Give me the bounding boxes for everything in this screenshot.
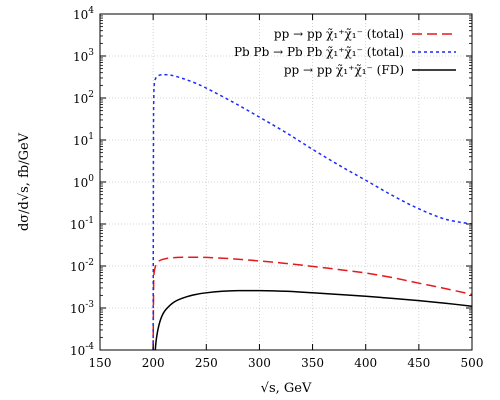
x-tick-label: 450	[407, 356, 430, 370]
x-tick-label: 300	[248, 356, 271, 370]
legend-label: pp → pp χ̃₁⁺χ̃₁⁻ (total)	[274, 27, 404, 41]
y-tick-label: 103	[73, 48, 94, 64]
series-layer	[152, 73, 473, 351]
tick-marks	[99, 13, 473, 351]
tick-labels: 150 200 250 300 350 400 450 500 10-4 10-3 10-2 10-1…	[70, 6, 484, 370]
y-tick-label: 10-2	[70, 258, 94, 274]
y-tick-label: 104	[73, 6, 94, 22]
x-tick-label: 400	[354, 356, 377, 370]
x-tick-label: 350	[301, 356, 324, 370]
y-tick-label: 10-3	[70, 300, 94, 316]
series-line-pb-pb-pb-pb-total	[152, 73, 473, 351]
y-axis-title: dσ/d√s, fb/GeV	[17, 132, 32, 231]
y-tick-label: 101	[73, 132, 94, 148]
grid-lines	[100, 14, 472, 350]
x-tick-label: 200	[142, 356, 165, 370]
legend-label: Pb Pb → Pb Pb χ̃₁⁺χ̃₁⁻ (total)	[234, 45, 404, 59]
legend: pp → pp χ̃₁⁺χ̃₁⁻ (total) Pb Pb → Pb Pb χ̃…	[234, 27, 456, 77]
y-tick-label: 102	[73, 90, 94, 106]
x-tick-label: 150	[89, 356, 112, 370]
x-axis-title: √s, GeV	[261, 381, 312, 396]
x-tick-label: 250	[195, 356, 218, 370]
legend-label: pp → pp χ̃₁⁺χ̃₁⁻ (FD)	[284, 63, 404, 77]
y-tick-label: 100	[73, 174, 94, 190]
x-tick-label: 500	[461, 356, 484, 370]
series-line-pp-pp-fd	[154, 289, 473, 351]
series-line-pp-pp-total	[152, 256, 473, 351]
y-tick-label: 10-4	[70, 342, 94, 358]
y-tick-label: 10-1	[70, 216, 94, 232]
